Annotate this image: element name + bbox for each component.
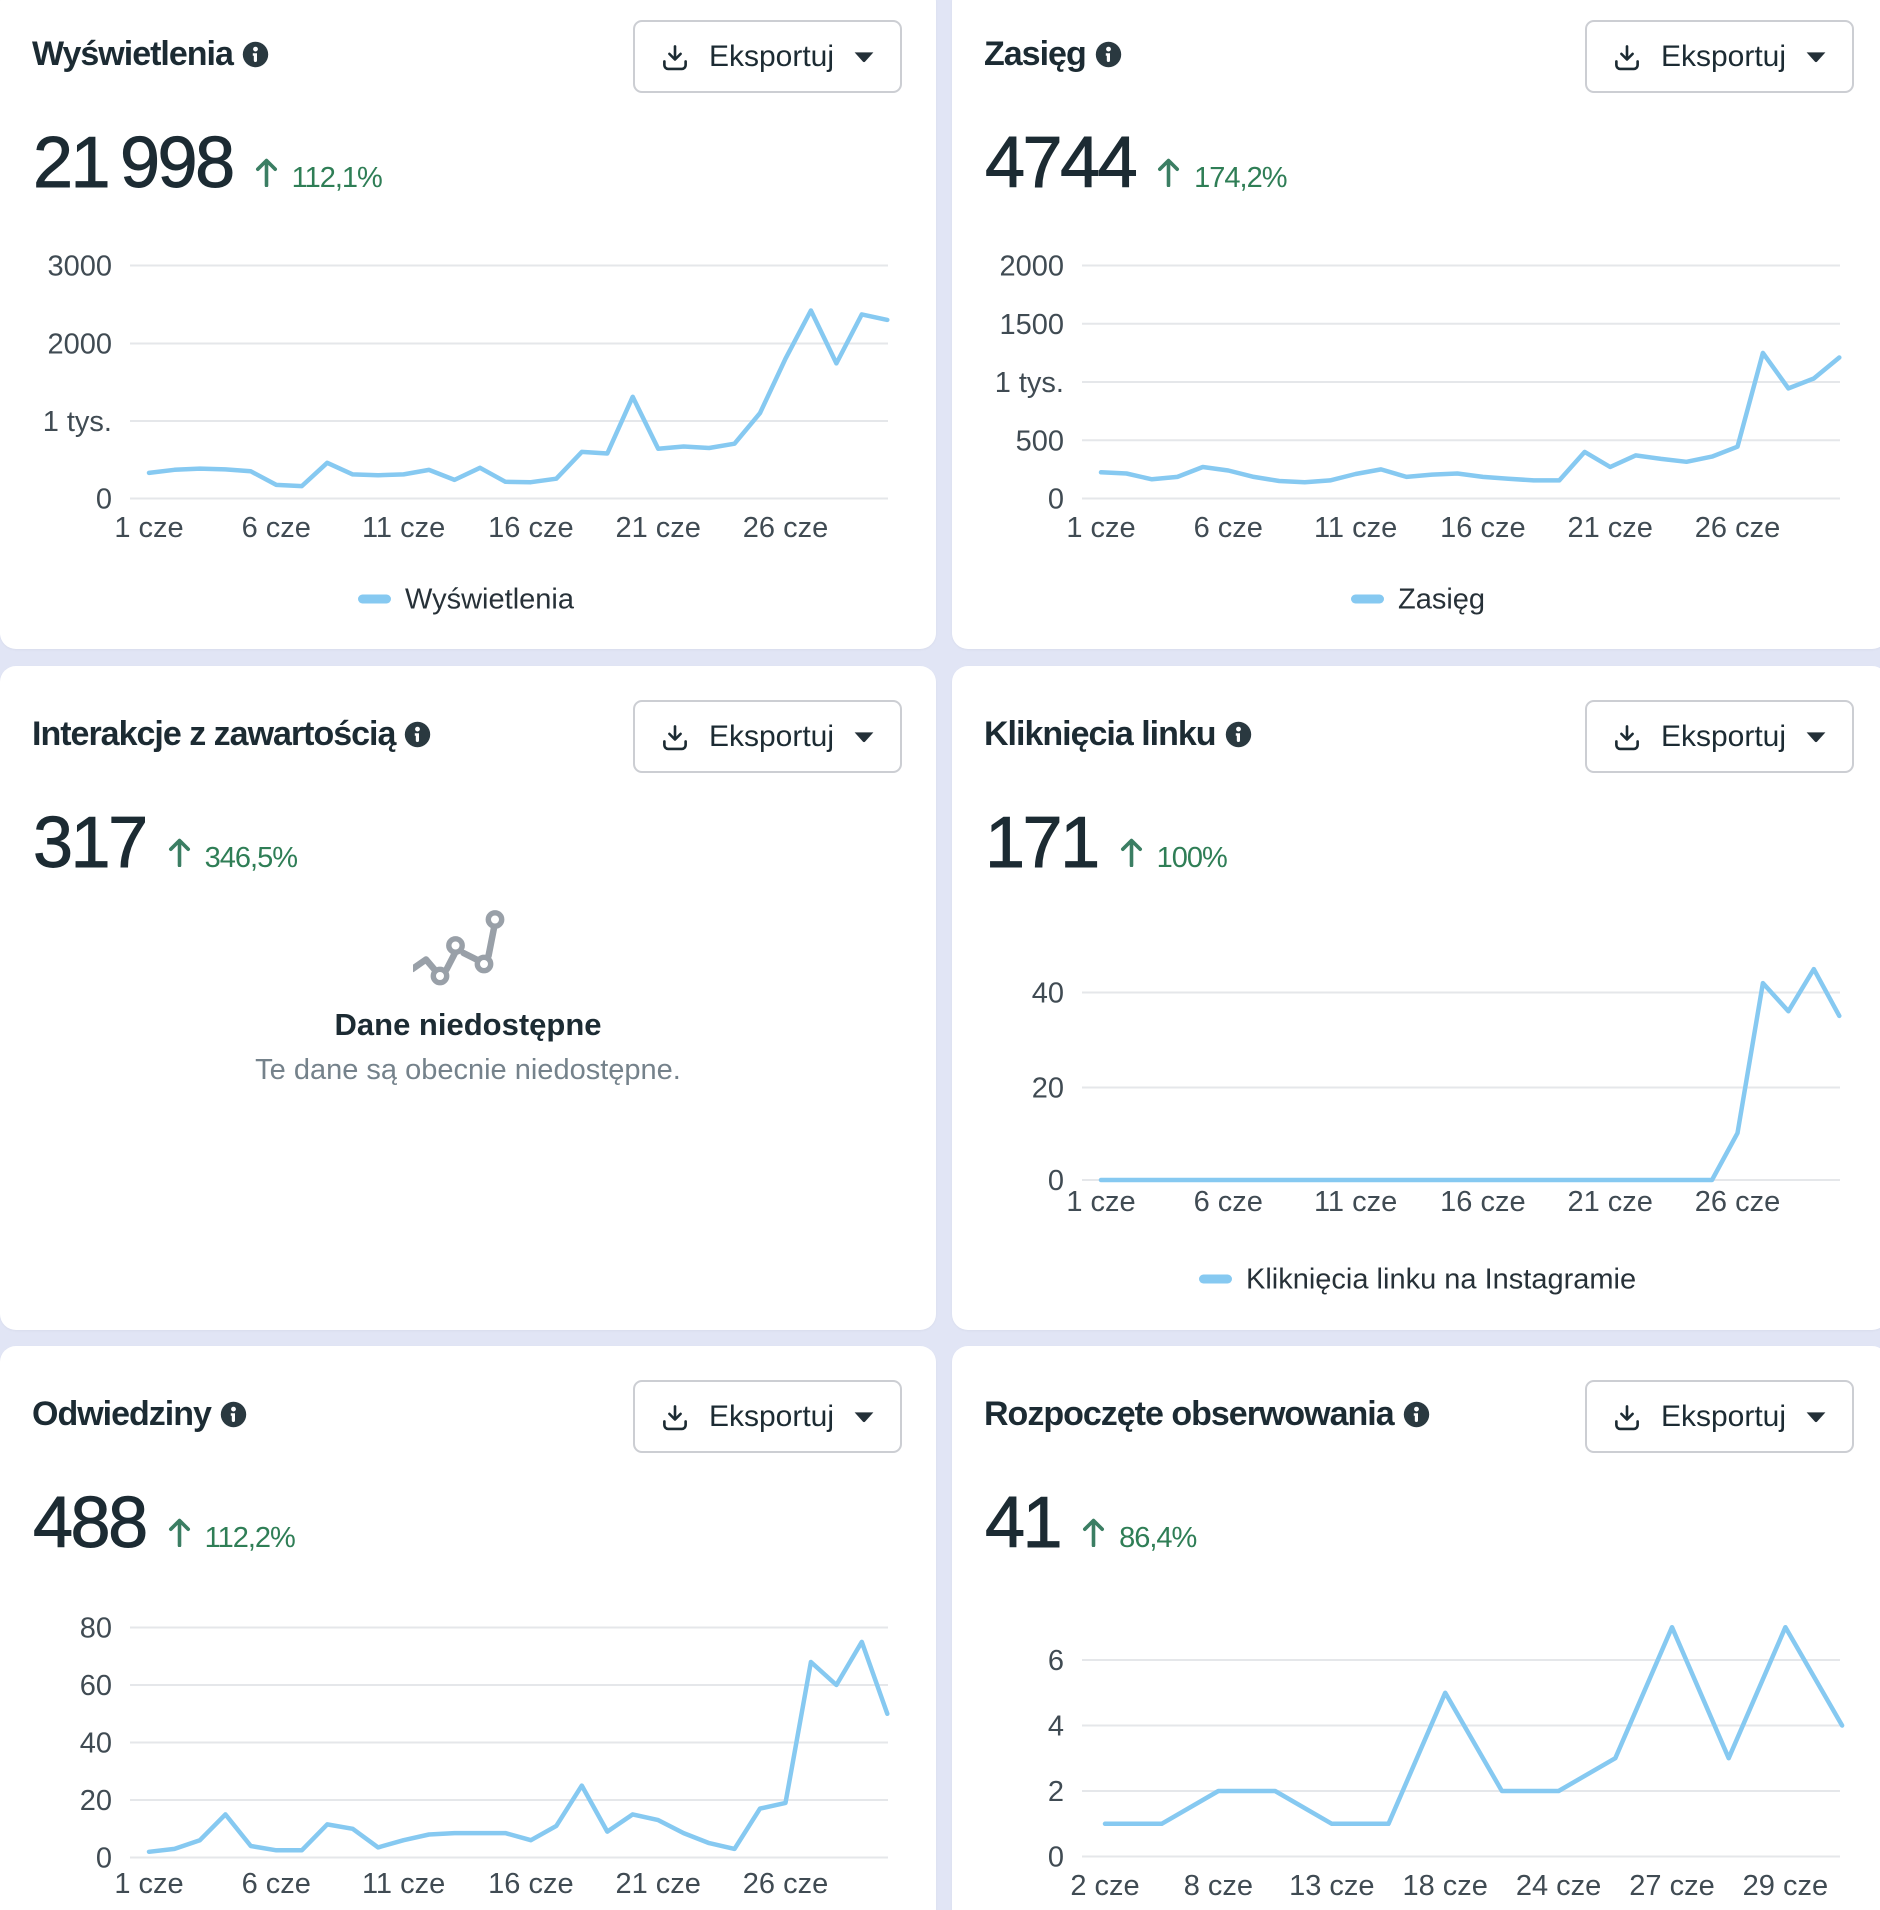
svg-text:60: 60 (80, 1670, 112, 1702)
svg-text:1 cze: 1 cze (1066, 1186, 1135, 1218)
svg-text:2000: 2000 (999, 251, 1064, 283)
svg-text:500: 500 (1016, 425, 1064, 457)
svg-text:1 cze: 1 cze (114, 512, 183, 544)
svg-text:4: 4 (1048, 1711, 1064, 1743)
svg-text:40: 40 (80, 1728, 112, 1760)
svg-text:6 cze: 6 cze (242, 512, 311, 544)
svg-text:Kliknięcia linku na Instagrami: Kliknięcia linku na Instagramie (1246, 1264, 1636, 1296)
svg-text:26 cze: 26 cze (743, 512, 828, 544)
svg-text:2 cze: 2 cze (1070, 1870, 1139, 1902)
svg-text:20: 20 (80, 1785, 112, 1817)
svg-text:26 cze: 26 cze (743, 1868, 828, 1900)
svg-text:20: 20 (1032, 1073, 1064, 1105)
svg-text:Zasięg: Zasięg (1398, 584, 1485, 616)
svg-text:2: 2 (1048, 1776, 1064, 1808)
svg-text:21 cze: 21 cze (615, 1868, 700, 1900)
svg-text:Wyświetlenia: Wyświetlenia (405, 584, 575, 616)
svg-text:21 cze: 21 cze (1567, 1186, 1652, 1218)
svg-text:27 cze: 27 cze (1629, 1870, 1714, 1902)
svg-text:21 cze: 21 cze (615, 512, 700, 544)
svg-text:3000: 3000 (47, 251, 112, 283)
svg-text:1 cze: 1 cze (114, 1868, 183, 1900)
svg-text:6 cze: 6 cze (1194, 1186, 1263, 1218)
svg-text:40: 40 (1032, 978, 1064, 1010)
svg-text:24 cze: 24 cze (1516, 1870, 1601, 1902)
svg-text:0: 0 (1048, 484, 1064, 516)
svg-text:0: 0 (1048, 1842, 1064, 1874)
svg-text:21 cze: 21 cze (1567, 512, 1652, 544)
svg-text:6 cze: 6 cze (1194, 512, 1263, 544)
svg-text:6: 6 (1048, 1645, 1064, 1677)
svg-text:29 cze: 29 cze (1743, 1870, 1828, 1902)
svg-text:8 cze: 8 cze (1184, 1870, 1253, 1902)
svg-text:16 cze: 16 cze (1440, 512, 1525, 544)
svg-text:6 cze: 6 cze (242, 1868, 311, 1900)
svg-text:0: 0 (96, 1843, 112, 1875)
svg-text:16 cze: 16 cze (1440, 1186, 1525, 1218)
svg-text:18 cze: 18 cze (1402, 1870, 1487, 1902)
svg-text:2000: 2000 (47, 329, 112, 361)
svg-text:13 cze: 13 cze (1289, 1870, 1374, 1902)
svg-text:1500: 1500 (999, 309, 1064, 341)
svg-text:11 cze: 11 cze (362, 512, 445, 544)
svg-text:0: 0 (1048, 1165, 1064, 1197)
svg-text:11 cze: 11 cze (1314, 512, 1397, 544)
svg-text:1 cze: 1 cze (1066, 512, 1135, 544)
svg-text:16 cze: 16 cze (488, 1868, 573, 1900)
svg-text:11 cze: 11 cze (1314, 1186, 1397, 1218)
svg-text:1 tys.: 1 tys. (43, 406, 112, 438)
svg-text:0: 0 (96, 484, 112, 516)
svg-text:16 cze: 16 cze (488, 512, 573, 544)
svg-text:26 cze: 26 cze (1695, 1186, 1780, 1218)
svg-text:1 tys.: 1 tys. (995, 367, 1064, 399)
svg-text:80: 80 (80, 1613, 112, 1645)
svg-text:11 cze: 11 cze (362, 1868, 445, 1900)
svg-text:26 cze: 26 cze (1695, 512, 1780, 544)
